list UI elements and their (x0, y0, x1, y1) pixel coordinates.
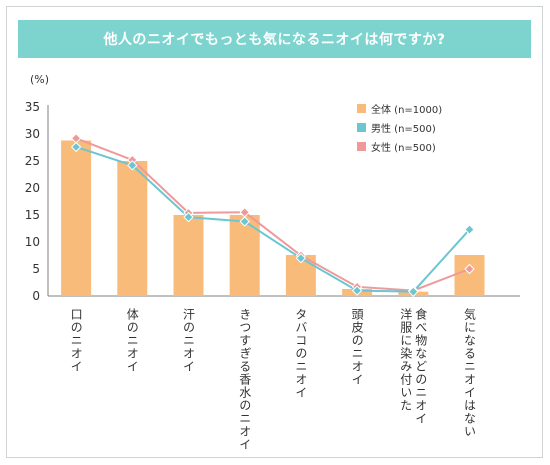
series-point (183, 211, 194, 223)
legend-swatch (357, 142, 366, 151)
y-tick-label: 5 (32, 262, 40, 276)
series-point (408, 286, 419, 297)
series-line (75, 137, 470, 292)
x-tick-label: 頭皮のニオイ (350, 308, 364, 386)
x-tick-label: 汗のニオイ (182, 308, 196, 373)
bar (117, 161, 148, 296)
x-tick-label: 食べ物などのニオイ (414, 307, 428, 425)
series-point (464, 224, 475, 235)
y-tick-label: 10 (25, 235, 40, 249)
y-tick-label: 25 (25, 154, 40, 168)
legend-label: 男性 (n=500) (371, 122, 436, 135)
bar (454, 254, 485, 296)
series-point (70, 141, 82, 153)
series-point (351, 285, 363, 296)
y-tick-label: 20 (25, 181, 40, 195)
series-point (464, 263, 475, 275)
series-point (239, 216, 250, 227)
legend-swatch (357, 123, 366, 132)
series-point (295, 252, 307, 264)
y-tick-label: 15 (25, 208, 40, 222)
x-tick-label: 体のニオイ (125, 308, 139, 373)
legend-label: 女性 (n=500) (371, 141, 436, 154)
bar (173, 215, 204, 296)
x-tick-label: 口のニオイ (69, 308, 83, 373)
x-tick-label: 洋服に染み付いた (399, 307, 413, 412)
legend-swatch (357, 104, 366, 113)
bar (61, 140, 92, 296)
series-point (127, 160, 138, 171)
chart-frame (6, 6, 543, 458)
y-tick-label: 35 (25, 100, 40, 114)
chart-title-banner: 他人のニオイでもっとも気になるニオイは何ですか? (18, 20, 531, 58)
x-tick-label: タバコのニオイ (294, 308, 308, 399)
x-tick-label: きつすぎる香水のニオイ (238, 308, 252, 451)
y-tick-label: 30 (25, 127, 40, 141)
y-tick-label: 0 (32, 289, 40, 303)
x-tick-label: 気になるニオイはない (463, 307, 477, 438)
series-line (75, 146, 471, 293)
y-axis-unit-label: (%) (30, 73, 49, 86)
legend-label: 全体 (n=1000) (371, 103, 442, 116)
